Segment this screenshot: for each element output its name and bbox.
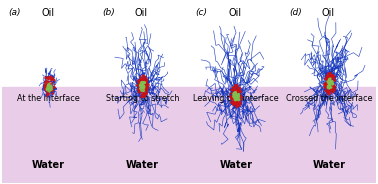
Text: Starting to stretch: Starting to stretch (105, 94, 179, 103)
Bar (189, 86, 282, 183)
Text: (c): (c) (195, 8, 208, 17)
Text: Oil: Oil (135, 8, 148, 18)
Text: Water: Water (313, 160, 346, 170)
Text: (b): (b) (102, 8, 115, 17)
Text: Oil: Oil (41, 8, 54, 18)
Text: Water: Water (126, 160, 159, 170)
Text: Crossed the interface: Crossed the interface (286, 94, 373, 103)
Text: Water: Water (32, 160, 65, 170)
Text: Leaving the interface: Leaving the interface (193, 94, 279, 103)
Bar (282, 86, 376, 183)
Bar (2, 86, 95, 183)
Text: Water: Water (219, 160, 252, 170)
Bar (95, 86, 189, 183)
Text: At the interface: At the interface (17, 94, 80, 103)
Text: (d): (d) (289, 8, 302, 17)
Text: (a): (a) (8, 8, 21, 17)
Text: Oil: Oil (322, 8, 335, 18)
Text: Oil: Oil (228, 8, 242, 18)
